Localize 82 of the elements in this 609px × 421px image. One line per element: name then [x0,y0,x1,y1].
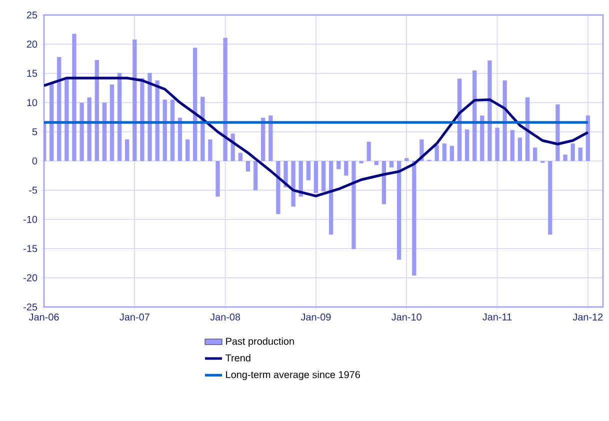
bar [193,48,198,161]
bar [480,115,484,161]
y-tick-label: -10 [24,216,38,223]
bar [412,161,416,276]
x-tick-label: Jan-06 [28,314,59,321]
bar [155,80,160,161]
bar [586,115,590,161]
bar [268,115,273,161]
bar [276,161,280,214]
legend-label: Trend [226,354,250,362]
bar [238,152,242,161]
bar [464,129,470,161]
bar [396,161,402,260]
bar [208,139,212,161]
x-tick-label: Jan-07 [120,314,150,321]
legend-label: Long-term average since 1976 [226,370,360,380]
bar [382,161,386,204]
bar [49,83,54,161]
legend-label: Past production [226,337,294,347]
bar [450,146,454,161]
bar [548,161,552,235]
bar [328,161,334,235]
bar [246,161,250,172]
bar [472,70,477,161]
y-tick-label: -15 [24,245,38,252]
bar [57,57,62,161]
bar [556,104,560,161]
bar [87,97,92,161]
y-tick-label: -5 [29,186,38,194]
bar [110,84,114,161]
bar [510,130,514,161]
x-tick-label: Jan-12 [572,314,603,321]
bar [102,102,107,161]
y-tick-label: 15 [27,70,38,77]
bar [389,161,394,168]
bar [80,102,84,161]
bar [253,161,258,190]
y-tick-label: -20 [24,274,38,282]
x-tick-label: Jan-09 [300,314,331,321]
bar [578,148,582,161]
bar [404,158,409,161]
bar [140,78,144,161]
y-tick-label: 0 [32,157,38,165]
bar [488,60,492,161]
bar [94,60,99,161]
y-tick-label: 20 [26,40,38,48]
x-tick-label: Jan-08 [210,314,240,321]
bar [495,128,500,161]
bar [374,161,378,166]
bar [434,145,439,161]
bar [291,161,296,207]
bar [532,148,538,161]
bar [442,143,446,161]
bar [117,72,122,161]
bar [223,38,228,161]
bar [352,161,356,250]
bar [366,142,371,161]
bar [64,76,69,161]
bar [185,139,190,161]
line-series [44,76,590,198]
bar [216,161,220,197]
bar [72,34,76,161]
bar [162,100,167,161]
bar [502,80,507,161]
bar [125,139,130,161]
y-tick-label: -25 [24,303,38,311]
y-tick-label: 5 [32,128,38,136]
bar [306,161,310,180]
bar [344,161,348,176]
bar [336,161,341,170]
x-tick-label: Jan-11 [482,314,512,320]
bar [518,138,522,161]
y-tick-label: 10 [27,99,38,106]
bar [321,161,326,192]
y-tick-label: 25 [26,11,38,19]
bar [570,143,575,161]
bar [314,161,318,194]
bar [170,100,174,161]
bar [563,154,568,161]
x-tick-label: Jan-10 [392,314,422,321]
bar [132,40,137,161]
bar [148,72,152,161]
